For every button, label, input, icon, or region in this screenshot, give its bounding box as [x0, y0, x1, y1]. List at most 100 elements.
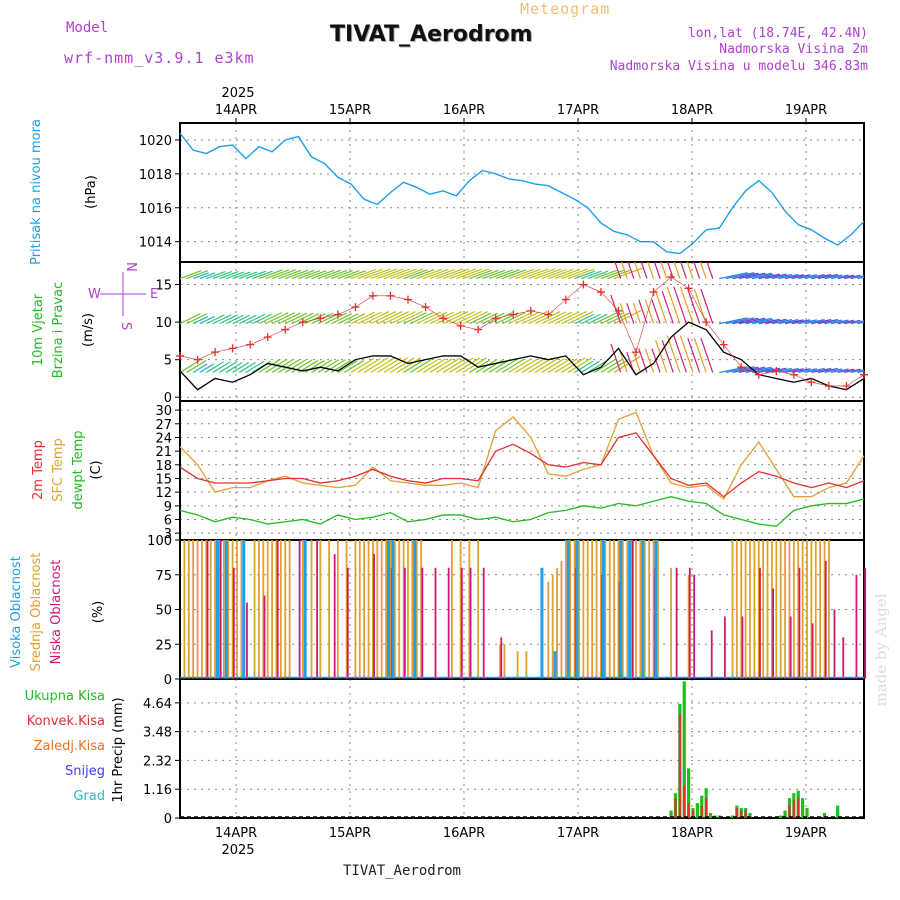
panel-frame: [179, 678, 865, 819]
precip-bar-convective: [788, 805, 791, 818]
footer-station: TIVAT_Aerodrom: [343, 863, 461, 879]
wind-barb: [824, 368, 843, 374]
cloud-bar-srednja: [411, 540, 414, 679]
cloud-bar-niska: [864, 567, 867, 679]
wind-barb: [331, 270, 353, 280]
wind-barb: [837, 274, 854, 280]
cloud-bar-niska: [447, 567, 450, 679]
wind-barb: [620, 262, 628, 279]
cloud-bar-srednja: [617, 540, 620, 679]
precip-bar-total: [708, 813, 713, 818]
wind-barb: [501, 358, 525, 373]
wind-barb: [403, 358, 426, 373]
day-label-bottom: 15APR: [329, 826, 371, 841]
pressure-unit: (hPa): [84, 175, 99, 209]
cloud-bar-srednja: [258, 540, 260, 679]
wind-barb: [791, 368, 811, 374]
wind-barb: [265, 269, 290, 280]
wind-barb: [192, 363, 208, 373]
wind-barb: [271, 269, 297, 280]
cloud-bar-srednja: [613, 540, 615, 679]
wind-barb: [687, 337, 701, 373]
dewpt-line: [179, 496, 865, 528]
wind-barb: [350, 358, 374, 373]
cloud-bar-srednja: [218, 540, 221, 679]
wind-barb: [225, 271, 245, 280]
wind-barb: [580, 270, 602, 280]
cloud-bar-srednja: [670, 567, 672, 679]
cloud-bar-visoka: [391, 540, 395, 679]
wind-barb: [817, 318, 838, 325]
cloud-bar-srednja: [420, 540, 423, 679]
wind-barb: [363, 357, 389, 373]
cloud-bar-niska: [631, 540, 634, 679]
wind-barb: [337, 313, 359, 325]
wind-barb: [666, 335, 681, 373]
wind-barb: [442, 268, 470, 280]
cloud-unit: (%): [91, 601, 106, 624]
wind-barb: [857, 276, 864, 280]
wind-barb: [587, 313, 608, 325]
wind-barb: [541, 358, 565, 373]
wind-barb: [390, 357, 415, 373]
cloud-bar-niska: [346, 567, 349, 679]
wind-barb: [850, 369, 864, 374]
wind-barb: [844, 319, 861, 325]
wind-barb: [679, 286, 694, 324]
cloud-bar-srednja: [626, 540, 629, 679]
wind-barb: [495, 358, 518, 373]
wind-barb: [610, 294, 622, 324]
cloud-bar-visoka: [553, 651, 557, 679]
y-tick-label: 1.16: [143, 783, 172, 798]
wind-barb: [627, 262, 635, 279]
wind-barb: [285, 269, 308, 280]
wind-ylabel-sub: Brzina i Pravac: [51, 282, 66, 379]
cloud-bar-niska: [434, 567, 437, 679]
wind-barb: [436, 311, 462, 325]
precip-bar-convective: [700, 805, 703, 818]
wind-barb: [567, 268, 595, 280]
cloud-bar-srednja: [578, 540, 580, 679]
cloud-bar-srednja: [499, 644, 501, 679]
wind-barb: [508, 358, 532, 373]
wind-barb: [647, 262, 655, 279]
wind-barb: [245, 270, 267, 280]
wind-barb: [541, 268, 567, 280]
wind-barb: [258, 269, 283, 280]
cloud-bar-srednja: [604, 540, 607, 679]
cloud-bar-srednja: [608, 540, 611, 679]
wind-barb: [732, 317, 759, 325]
wind-barb: [416, 311, 441, 325]
cloud-bar-visoka: [641, 540, 645, 679]
temp-ylabel-sfc: SFC Temp: [51, 438, 66, 502]
wind-barb: [363, 311, 390, 325]
wind-barb: [752, 273, 774, 280]
wind-barb: [574, 360, 594, 373]
wind-barb: [738, 366, 766, 374]
cloud-bar-srednja: [731, 540, 734, 679]
y-tick-label: 30: [155, 404, 172, 419]
wind-barb: [469, 312, 492, 325]
cloud-bar-niska: [482, 567, 485, 679]
cloud-ylabel-low: Niska Oblacnost: [49, 560, 64, 665]
wind-barb: [594, 269, 618, 280]
cloud-bar-srednja: [227, 540, 230, 679]
cloud-bar-srednja: [393, 540, 396, 679]
wind-barb: [610, 343, 622, 373]
wind-barb: [508, 268, 534, 280]
precip-bar-total: [805, 808, 809, 818]
wind-barb: [640, 262, 648, 279]
wind-barb: [515, 358, 539, 373]
cloud-bar-srednja: [271, 540, 273, 679]
sfc-temp-line: [179, 411, 865, 500]
cloud-bar-visoka: [575, 540, 579, 679]
wind-barb: [528, 357, 553, 373]
cloud-bar-niska: [842, 637, 845, 679]
cloud-bar-srednja: [415, 540, 418, 679]
precip-bar-total: [822, 813, 827, 818]
wind-barb: [238, 314, 257, 325]
wind-barb: [600, 359, 622, 373]
cloud-bar-srednja: [771, 540, 773, 679]
temp-ylabel-dewpt: dewpt Temp: [71, 430, 86, 509]
